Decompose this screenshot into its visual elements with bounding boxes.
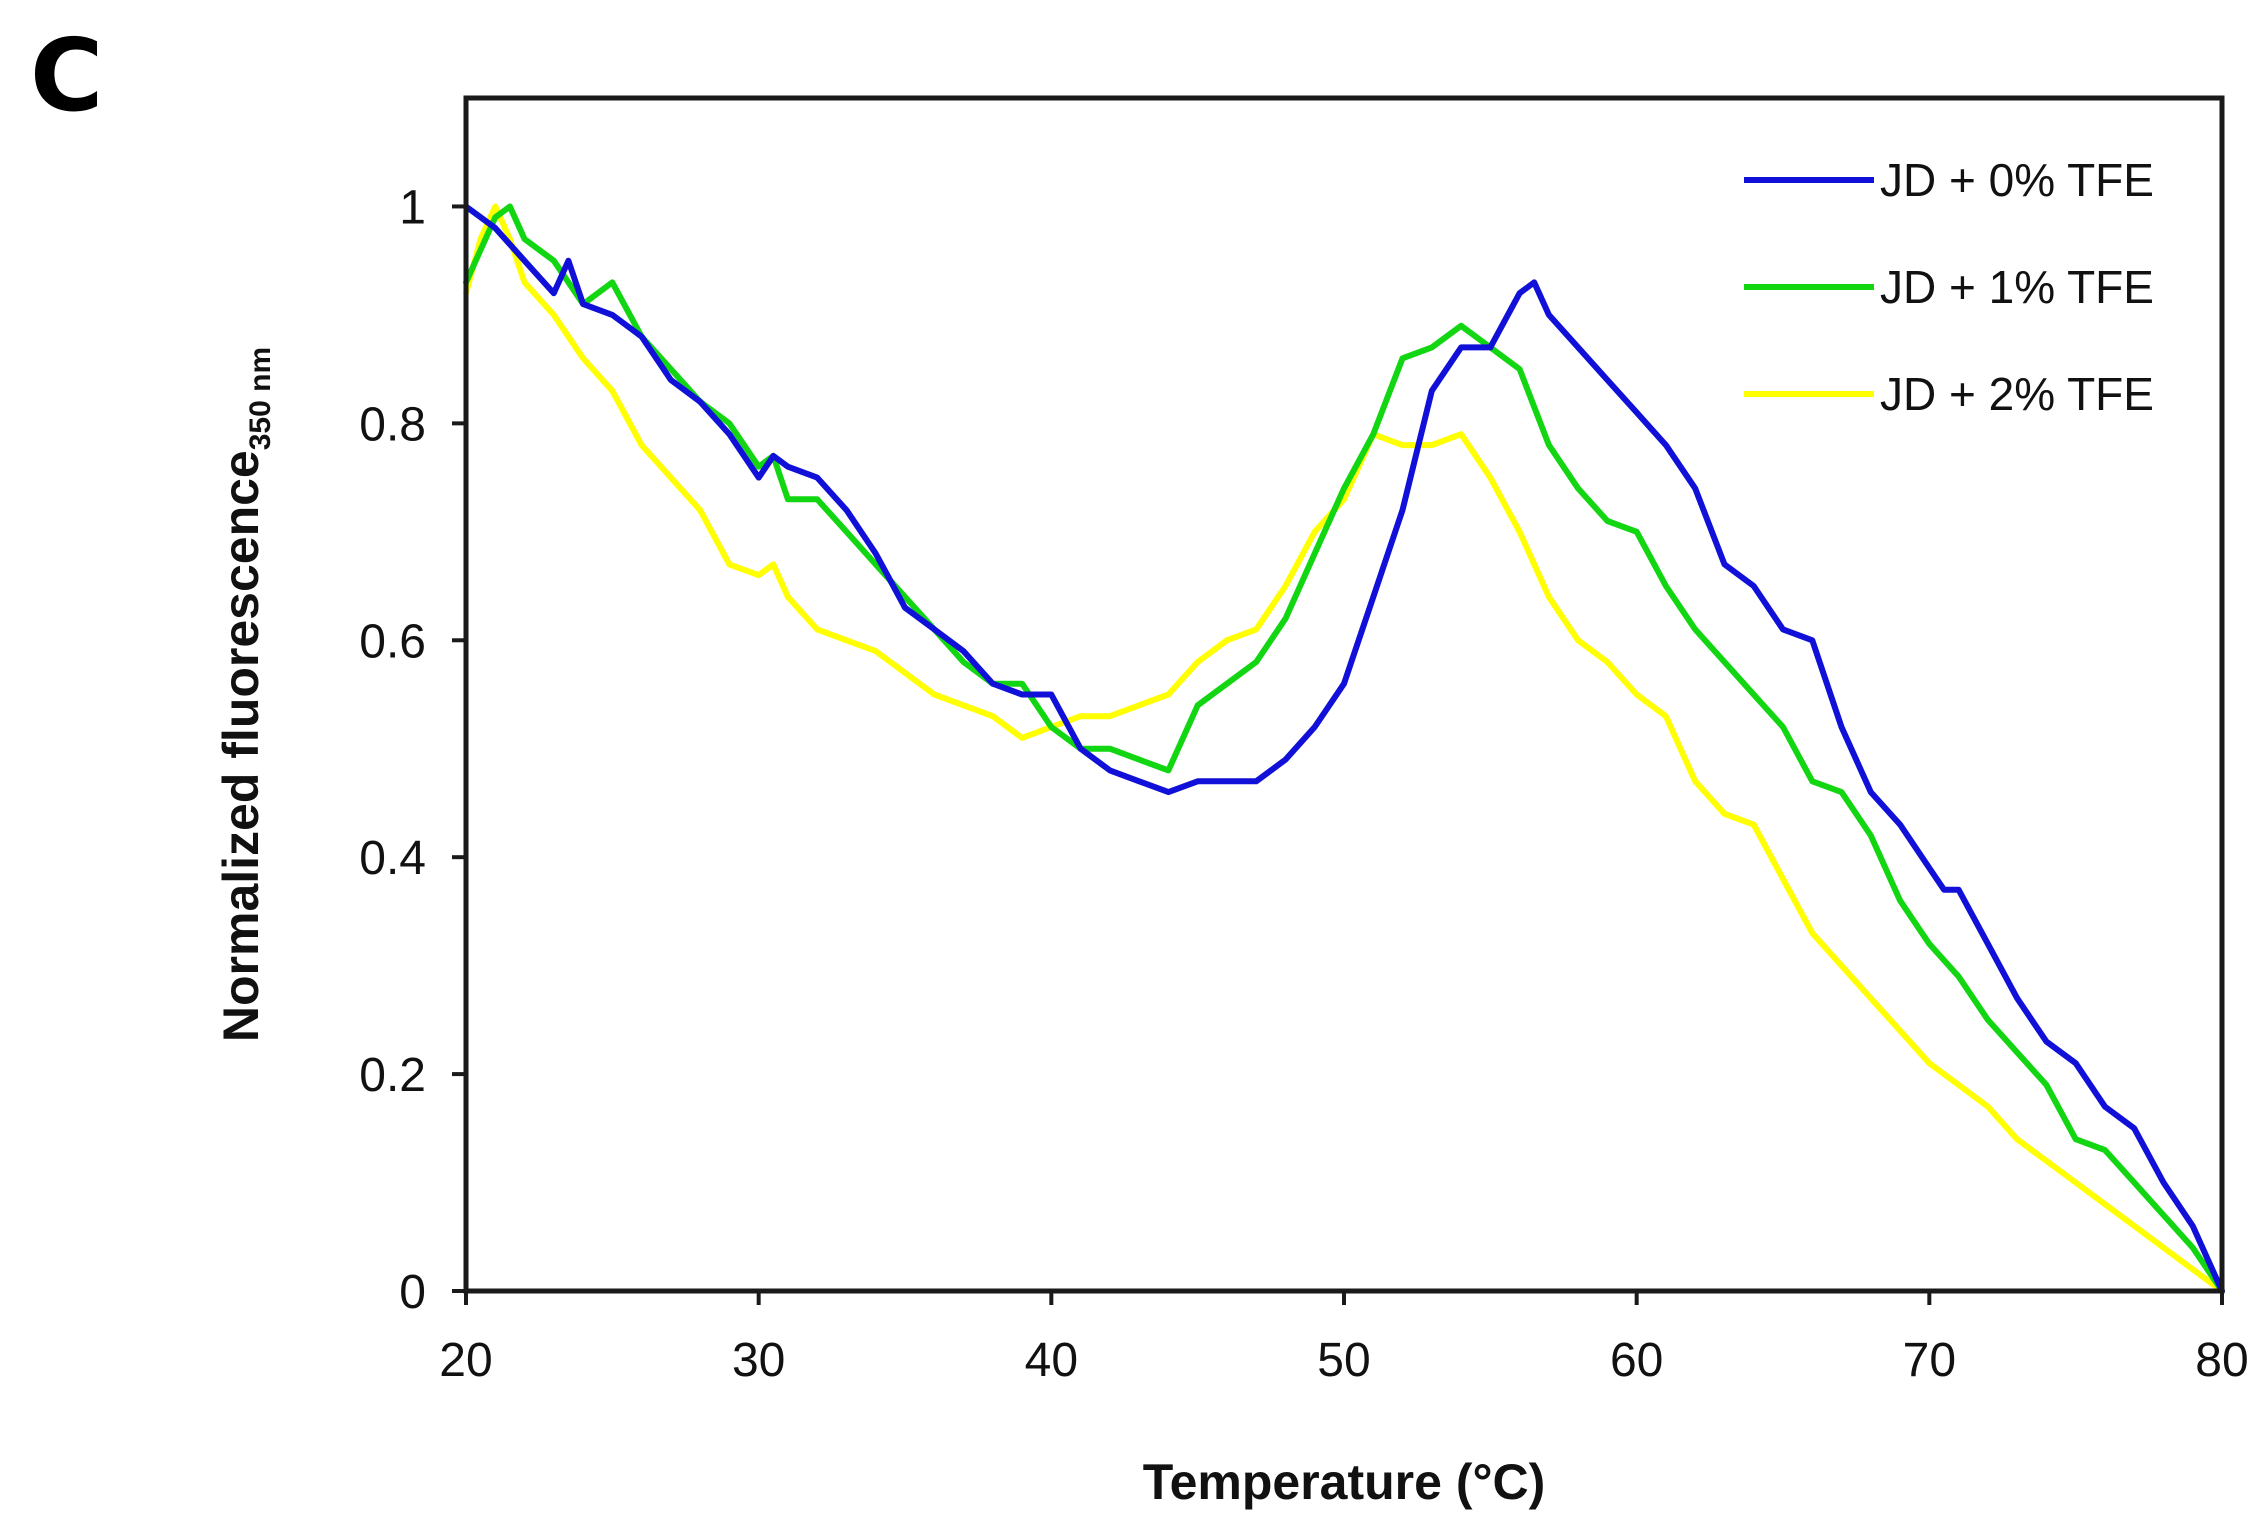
- x-tick-label: 30: [732, 1334, 785, 1387]
- y-axis-title: Normalized fluorescence350 nm: [213, 347, 277, 1042]
- x-tick-label: 50: [1317, 1334, 1370, 1387]
- x-tick-label: 20: [439, 1334, 492, 1387]
- y-tick-label: 0.4: [359, 832, 426, 885]
- y-tick-label: 0.2: [359, 1049, 426, 1102]
- y-axis-title-subscript: 350 nm: [244, 347, 277, 450]
- y-tick-label: 0: [399, 1266, 426, 1319]
- x-tick-label: 80: [2195, 1334, 2248, 1387]
- y-axis-title-main: Normalized fluorescence: [213, 450, 269, 1042]
- legend: JD + 0% TFE JD + 1% TFE JD + 2% TFE: [1744, 154, 2154, 420]
- y-tick-label: 0.8: [359, 398, 426, 451]
- legend-label-0: JD + 0% TFE: [1880, 154, 2154, 206]
- legend-label-1: JD + 1% TFE: [1880, 261, 2154, 313]
- y-tick-label: 1: [399, 181, 426, 234]
- ticks-layer: 20 30 40 50 60 70 80 0 0.2 0.4 0.6 0.8 1: [359, 181, 2248, 1387]
- series-line-2: [463, 203, 2225, 1294]
- x-axis-title: Temperature (°C): [1143, 1454, 1545, 1510]
- series-line-0: [463, 203, 2225, 1294]
- panel-label: C: [30, 17, 103, 134]
- series-line-1: [463, 203, 2225, 1294]
- x-tick-label: 70: [1903, 1334, 1956, 1387]
- y-tick-label: 0.6: [359, 615, 426, 668]
- series-layer: [463, 203, 2225, 1294]
- legend-label-2: JD + 2% TFE: [1880, 368, 2154, 420]
- x-tick-label: 40: [1025, 1334, 1078, 1387]
- x-tick-label: 60: [1610, 1334, 1663, 1387]
